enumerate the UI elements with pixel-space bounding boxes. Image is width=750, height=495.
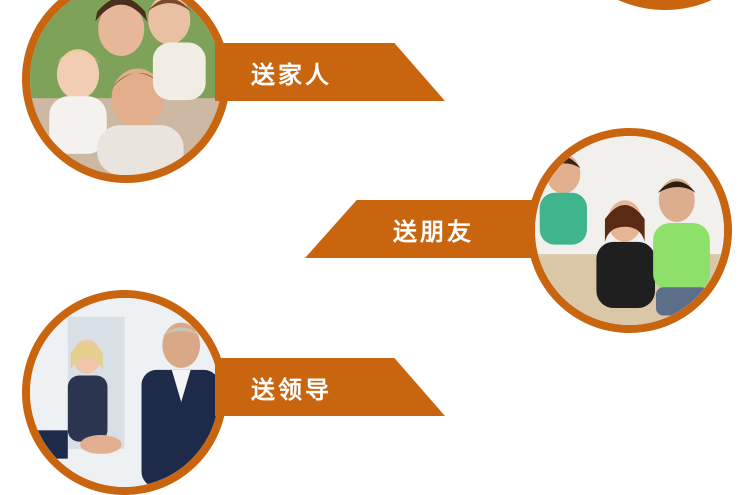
family-ribbon: 送家人 [215,43,445,101]
family-label: 送家人 [251,60,332,89]
friends-photo-circle [527,128,732,333]
partial-circle-top [555,0,750,10]
leaders-photo-circle [22,290,227,495]
family-photo [30,0,222,175]
family-photo-circle [22,0,230,183]
friends-ribbon: 送朋友 [305,200,540,258]
leaders-photo [30,298,219,487]
leaders-label: 送领导 [251,375,332,404]
friends-label: 送朋友 [393,217,474,246]
friends-photo [535,136,724,325]
leaders-ribbon: 送领导 [215,358,445,416]
